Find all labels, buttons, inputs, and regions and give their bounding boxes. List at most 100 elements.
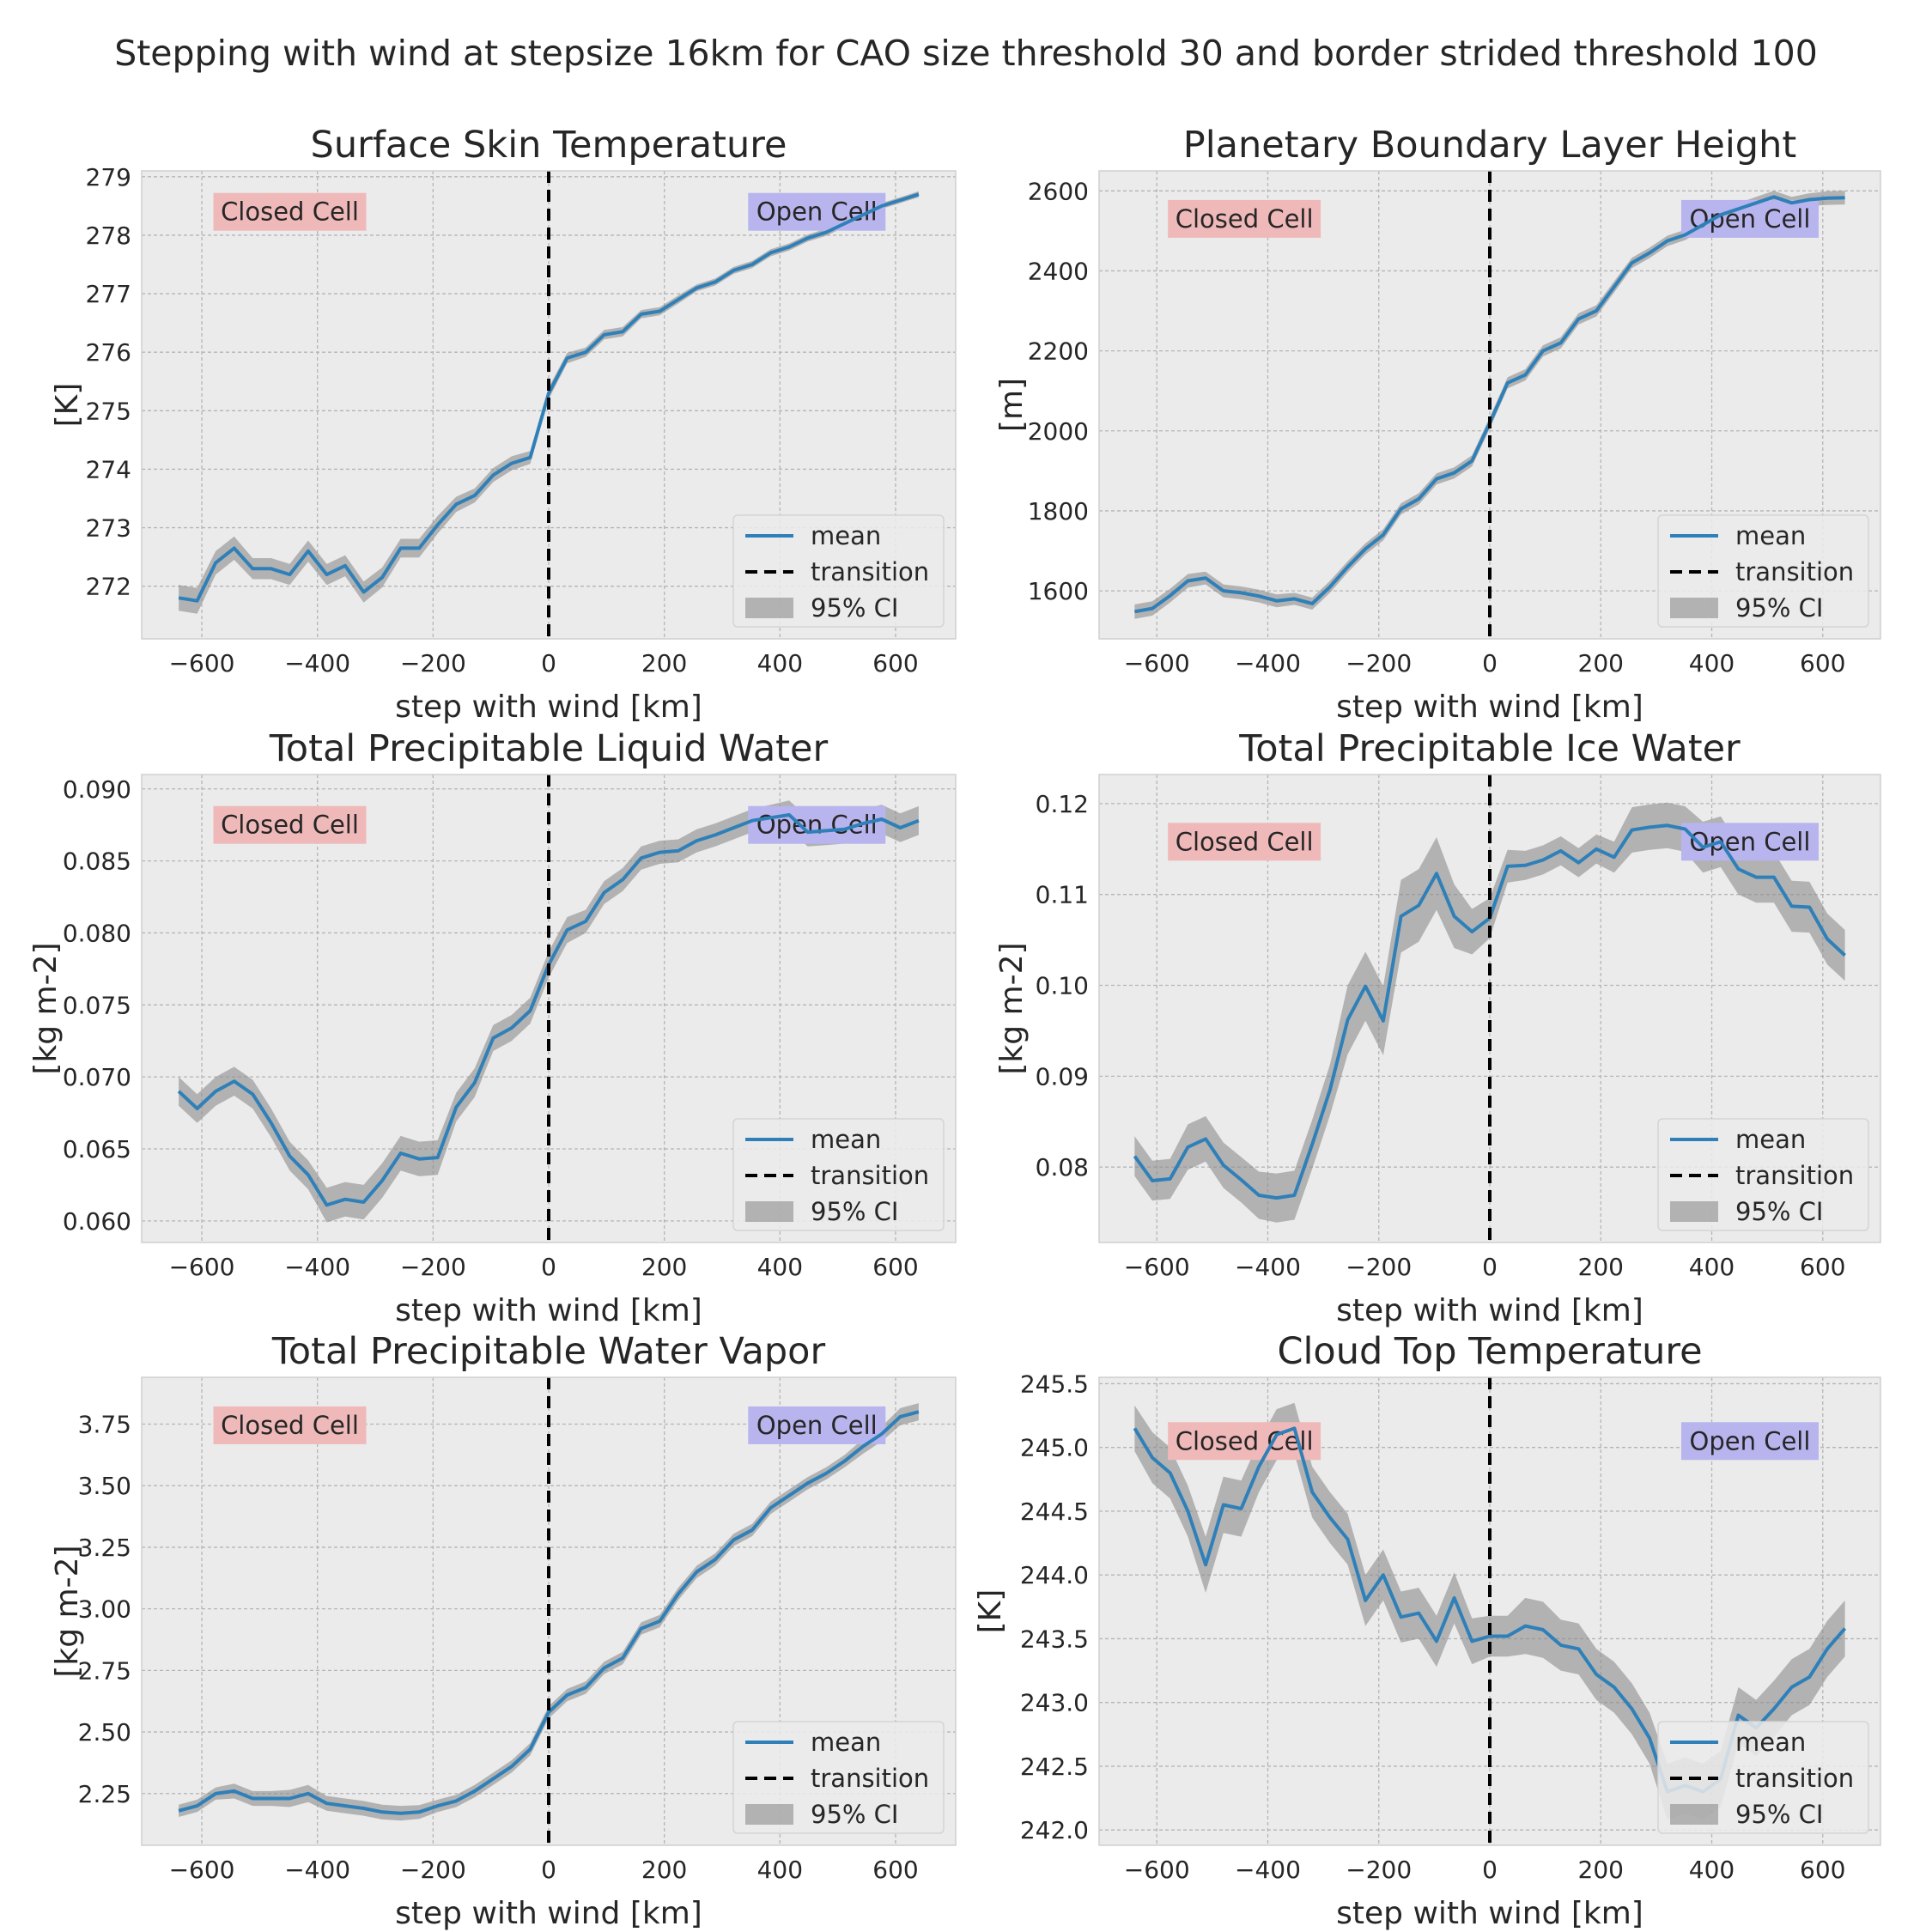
ci-band — [179, 191, 919, 614]
x-tick-label: 600 — [1800, 1253, 1845, 1281]
axes-frame — [141, 1376, 957, 1846]
y-tick-label: 2600 — [1028, 177, 1089, 205]
x-tick-label: 600 — [1800, 1856, 1845, 1884]
panel-6: Closed Cell Open Cell −600 −400 −200 0 200 400 6… — [973, 1330, 1881, 1931]
panel-title: Total Precipitable Water Vapor — [271, 1330, 826, 1373]
y-tick-label: 2400 — [1028, 257, 1089, 285]
y-tick-label: 272 — [86, 573, 131, 601]
figure-suptitle: Stepping with wind at stepsize 16km for … — [114, 33, 1818, 74]
panel-3: Closed Cell Open Cell−600 −400 −200 0 200 400 6… — [28, 727, 957, 1328]
y-tick-label: 277 — [86, 280, 131, 308]
panel-title: Surface Skin Temperature — [311, 124, 787, 167]
axes-frame — [141, 774, 957, 1243]
y-tick-label: 0.08 — [1036, 1153, 1089, 1182]
ci-band — [1134, 1402, 1845, 1820]
open-cell-label: Open Cell — [1690, 204, 1811, 234]
y-tick-label: 0.085 — [63, 848, 131, 876]
panel-5: Closed Cell Open Cell −600 −400 −200 0 200 400 6… — [50, 1330, 957, 1931]
y-tick-label: 242.5 — [1020, 1753, 1089, 1781]
x-axis-label: step with wind [km] — [395, 1293, 702, 1328]
y-tick-label: 276 — [86, 338, 131, 367]
y-tick-label: 273 — [86, 514, 131, 543]
y-tick-label: 3.75 — [78, 1411, 131, 1439]
y-tick-label: 242.0 — [1020, 1816, 1089, 1844]
x-tick-label: 400 — [1689, 649, 1735, 677]
y-tick-label: 3.50 — [78, 1472, 131, 1500]
legend-ci-label: 95% CI — [811, 593, 898, 623]
legend-ci-label: 95% CI — [811, 1197, 898, 1226]
legend-transition-label: transition — [1735, 1764, 1854, 1793]
x-tick-label: 0 — [541, 649, 556, 677]
y-tick-label: 0.080 — [63, 919, 131, 947]
closed-cell-box — [1168, 199, 1321, 238]
legend: mean transition 95% CI — [732, 1118, 945, 1231]
y-tick-label: 0.075 — [63, 991, 131, 1019]
legend-ci-swatch — [745, 598, 793, 618]
x-tick-label: 0 — [1482, 1856, 1498, 1884]
panels: Closed Cell Open Cell −600 −400 −200 0 200 400 6… — [28, 124, 1881, 1931]
x-tick-label: 600 — [872, 649, 918, 677]
closed-cell-label: Closed Cell — [221, 197, 359, 227]
x-axis-label: step with wind [km] — [395, 690, 702, 725]
y-tick-label: 2.25 — [78, 1780, 131, 1808]
closed-cell-label: Closed Cell — [1176, 204, 1314, 234]
x-tick-label: −200 — [1346, 649, 1412, 677]
y-tick-label: 244.0 — [1020, 1561, 1089, 1589]
legend-mean-label: mean — [1735, 1125, 1806, 1154]
y-axis-label: [kg m-2] — [28, 942, 64, 1074]
y-tick-label: 274 — [86, 455, 131, 483]
y-tick-label: 0.12 — [1036, 790, 1089, 818]
x-tick-label: −600 — [169, 1253, 235, 1281]
legend-ci-swatch — [1670, 1804, 1718, 1825]
closed-cell-label: Closed Cell — [1176, 827, 1314, 856]
x-tick-label: 0 — [541, 1253, 556, 1281]
legend-mean-label: mean — [811, 521, 881, 550]
x-tick-label: 200 — [1578, 1856, 1624, 1884]
y-tick-label: 3.00 — [78, 1595, 131, 1624]
y-tick-label: 1800 — [1028, 497, 1089, 526]
y-tick-label: 0.10 — [1036, 972, 1089, 1000]
closed-cell-label: Closed Cell — [221, 811, 359, 840]
x-tick-label: 200 — [641, 1253, 687, 1281]
x-axis-label: step with wind [km] — [1336, 1293, 1643, 1328]
x-tick-label: 0 — [541, 1856, 556, 1884]
x-tick-label: −400 — [284, 649, 350, 677]
y-tick-label: 2000 — [1028, 417, 1089, 446]
open-cell-label: Open Cell — [1690, 1426, 1811, 1455]
y-tick-label: 3.25 — [78, 1534, 131, 1562]
y-axis-label: [m] — [994, 378, 1030, 432]
x-tick-label: 200 — [641, 1856, 687, 1884]
y-tick-label: 275 — [86, 397, 131, 425]
legend-ci-swatch — [1670, 1201, 1718, 1222]
legend-ci-swatch — [745, 1804, 793, 1825]
panel-2: Closed Cell Open Cell −600 −400 −200 0 200 400 6… — [994, 124, 1881, 725]
x-tick-label: −600 — [1124, 1856, 1190, 1884]
y-tick-label: 2.50 — [78, 1718, 131, 1747]
y-tick-label: 243.0 — [1020, 1689, 1089, 1717]
open-cell-box — [1680, 823, 1819, 861]
closed-cell-label: Closed Cell — [1176, 1426, 1314, 1455]
ci-band — [1134, 191, 1845, 619]
y-tick-label: 243.5 — [1020, 1625, 1089, 1653]
legend-ci-label: 95% CI — [1735, 1197, 1823, 1226]
x-tick-label: 400 — [757, 1253, 803, 1281]
open-cell-label: Open Cell — [1690, 827, 1811, 856]
y-axis-label: [K] — [50, 383, 85, 428]
x-tick-label: −600 — [169, 649, 235, 677]
legend-mean-label: mean — [811, 1125, 881, 1154]
x-tick-label: −600 — [1124, 649, 1190, 677]
legend-transition-label: transition — [811, 1161, 929, 1190]
y-tick-label: 0.065 — [63, 1135, 131, 1163]
x-tick-label: 400 — [1689, 1856, 1735, 1884]
x-tick-label: −600 — [1124, 1253, 1190, 1281]
legend-mean-label: mean — [1735, 521, 1806, 550]
legend-ci-label: 95% CI — [1735, 1800, 1823, 1829]
y-axis-label: [kg m-2] — [50, 1545, 85, 1677]
legend-ci-swatch — [745, 1201, 793, 1222]
legend: mean transition 95% CI — [1657, 1118, 1869, 1231]
legend-ci-swatch — [1670, 598, 1718, 618]
legend-transition-label: transition — [811, 557, 929, 586]
x-tick-label: −400 — [284, 1253, 350, 1281]
panel-title: Total Precipitable Liquid Water — [269, 727, 829, 770]
legend-ci-label: 95% CI — [811, 1800, 898, 1829]
